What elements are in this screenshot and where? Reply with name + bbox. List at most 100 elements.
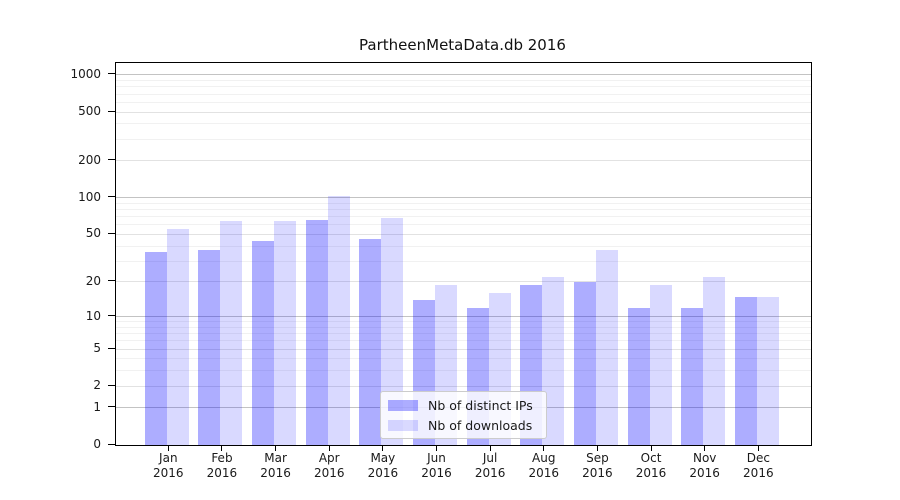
- bar-distinct-ips: [359, 238, 382, 445]
- bar-distinct-ips: [252, 241, 275, 445]
- x-tick-label: Jan 2016: [153, 451, 184, 480]
- gridline-minor: [116, 216, 811, 218]
- gridline-minor: [116, 326, 811, 328]
- gridline: [116, 348, 811, 350]
- x-tick-mark: [704, 445, 706, 451]
- bar-downloads: [166, 229, 189, 445]
- legend: Nb of distinct IPs Nb of downloads: [380, 391, 547, 439]
- gridline-minor: [116, 370, 811, 372]
- y-tick-label: 0: [93, 437, 101, 451]
- x-tick-mark: [650, 445, 652, 451]
- y-tick-label: 2: [93, 378, 101, 393]
- legend-label-downloads: Nb of downloads: [428, 417, 533, 433]
- bar-downloads: [542, 277, 565, 445]
- x-tick-mark: [167, 445, 169, 451]
- x-tick-mark: [382, 445, 384, 451]
- y-tick-label: 1: [93, 399, 101, 414]
- plot-area: [115, 62, 812, 446]
- legend-label-distinct-ips: Nb of distinct IPs: [428, 397, 533, 413]
- bar-distinct-ips: [573, 281, 596, 445]
- gridline-minor: [116, 245, 811, 247]
- x-tick-mark: [436, 445, 437, 451]
- y-tick-label: 20: [85, 273, 101, 288]
- gridline-minor: [116, 224, 811, 226]
- bar-distinct-ips: [681, 307, 704, 445]
- y-tick-mark: [108, 110, 115, 112]
- bar-downloads: [327, 195, 350, 445]
- gridline-minor: [116, 333, 811, 335]
- x-tick-mark: [596, 445, 598, 451]
- y-tick-label: 50: [85, 226, 101, 241]
- x-tick-label: Aug 2016: [528, 451, 560, 480]
- legend-swatch-distinct-ips: [388, 399, 418, 411]
- gridline-minor: [116, 260, 811, 262]
- gridline-minor: [116, 202, 811, 204]
- gridline-minor: [116, 138, 811, 140]
- x-tick-mark: [757, 445, 759, 451]
- bar-downloads: [274, 220, 297, 445]
- chart-title: PartheenMetaData.db 2016: [359, 36, 566, 54]
- x-tick-label: Mar 2016: [260, 451, 291, 480]
- x-tick-label: Dec 2016: [743, 451, 774, 480]
- gridline-minor: [116, 358, 811, 360]
- y-tick-mark: [108, 315, 115, 317]
- gridline-minor: [116, 123, 811, 125]
- x-tick-mark: [543, 445, 545, 451]
- gridline: [116, 233, 811, 235]
- x-tick-mark: [221, 445, 223, 451]
- gridline-major: [116, 197, 811, 199]
- bar-distinct-ips: [627, 307, 650, 445]
- y-tick-mark: [108, 280, 115, 282]
- y-tick-mark: [108, 196, 115, 198]
- legend-item-downloads: Nb of downloads: [381, 417, 546, 434]
- y-tick-mark: [108, 232, 115, 234]
- y-tick-mark: [108, 159, 115, 161]
- y-tick-label: 10: [85, 308, 101, 323]
- bar-downloads: [756, 296, 779, 445]
- legend-swatch-downloads: [388, 419, 418, 431]
- x-tick-label: Apr 2016: [313, 451, 345, 480]
- bar-distinct-ips: [734, 296, 757, 445]
- gridline-major: [116, 316, 811, 318]
- bar-distinct-ips: [198, 250, 221, 445]
- x-tick-mark: [275, 445, 277, 451]
- x-tick-label: Sep 2016: [582, 451, 613, 480]
- x-tick-label: Oct 2016: [635, 451, 667, 480]
- gridline: [116, 281, 811, 283]
- y-tick-mark: [108, 406, 115, 408]
- x-tick-mark: [489, 445, 491, 451]
- gridline-minor: [116, 321, 811, 323]
- y-tick-label: 1000: [70, 66, 101, 81]
- gridline-major: [116, 74, 811, 76]
- bar-downloads: [381, 218, 404, 445]
- y-tick-label: 5: [93, 341, 101, 356]
- gridline-minor: [116, 86, 811, 88]
- bar-distinct-ips: [144, 251, 167, 445]
- gridline: [116, 111, 811, 113]
- x-tick-label: May 2016: [367, 451, 399, 480]
- gridline: [116, 160, 811, 162]
- y-tick-mark: [108, 443, 115, 445]
- x-tick-label: Jun 2016: [421, 451, 452, 480]
- gridline-minor: [116, 101, 811, 103]
- bar-downloads: [595, 250, 618, 445]
- gridline-minor: [116, 80, 811, 82]
- bar-downloads: [220, 220, 243, 445]
- gridline-minor: [116, 93, 811, 95]
- y-tick-label: 500: [78, 104, 101, 119]
- x-tick-mark: [328, 445, 330, 451]
- x-tick-label: Jul 2016: [474, 451, 506, 480]
- gridline: [116, 385, 811, 387]
- bar-downloads: [649, 284, 672, 445]
- gridline-minor: [116, 340, 811, 342]
- y-tick-mark: [108, 384, 115, 386]
- x-tick-label: Feb 2016: [206, 451, 238, 480]
- legend-item-distinct-ips: Nb of distinct IPs: [381, 397, 546, 414]
- bar-downloads: [703, 277, 726, 445]
- y-tick-mark: [108, 347, 115, 349]
- gridline-minor: [116, 209, 811, 211]
- y-tick-label: 200: [78, 152, 101, 167]
- bar-distinct-ips: [305, 219, 328, 445]
- y-tick-mark: [108, 73, 115, 75]
